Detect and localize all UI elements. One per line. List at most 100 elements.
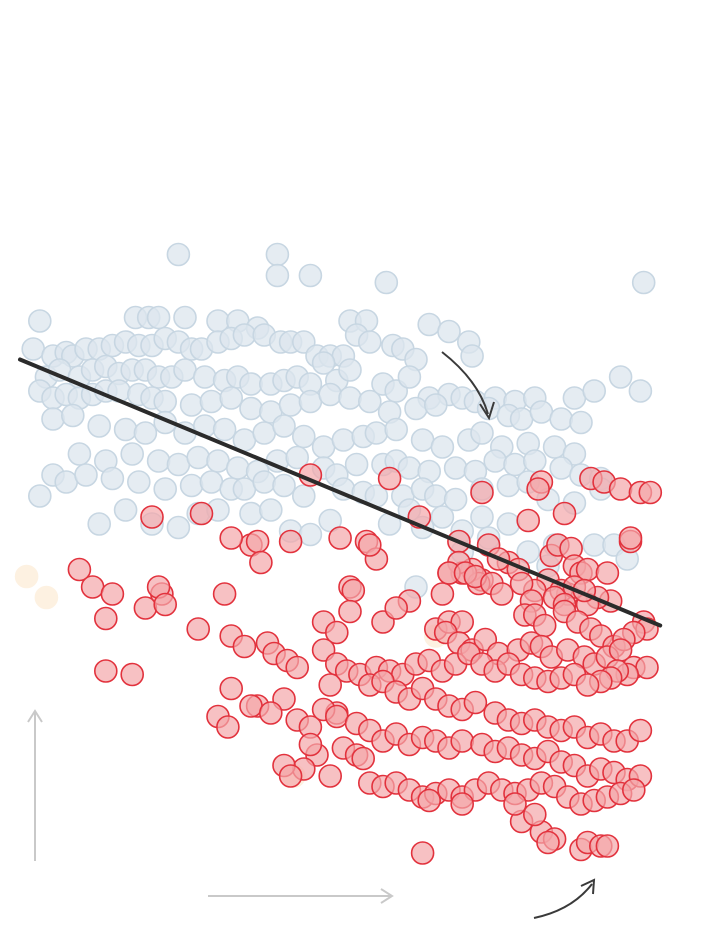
blue-point — [100, 466, 125, 491]
blue-point — [470, 421, 494, 445]
blue-point — [338, 358, 362, 382]
red-point — [328, 526, 352, 550]
blue-point — [278, 393, 303, 417]
blue-point — [608, 365, 633, 389]
blue-point — [443, 456, 468, 480]
blue-point — [410, 428, 435, 452]
red-point — [140, 505, 164, 529]
blue-point — [239, 501, 263, 526]
blue-point — [146, 449, 171, 473]
blue-point — [549, 407, 574, 431]
blue-point — [549, 456, 574, 480]
blue-point — [496, 512, 521, 536]
blue-point — [430, 435, 455, 459]
blue-point — [212, 417, 237, 442]
blue-point — [206, 449, 230, 473]
blue-point — [357, 389, 382, 414]
red-point — [94, 659, 118, 683]
blue-point — [173, 358, 197, 382]
red-point — [509, 571, 534, 596]
red-point — [470, 480, 494, 505]
blue-point — [397, 365, 422, 389]
x-axis-arrowhead — [380, 888, 394, 904]
blue-point — [265, 263, 290, 288]
red-point — [258, 701, 283, 725]
blue-point — [384, 417, 409, 442]
red-point — [186, 617, 210, 641]
red-point — [338, 599, 362, 624]
blue-point — [252, 421, 277, 445]
blue-point — [291, 424, 316, 449]
blue-point — [166, 515, 191, 540]
blue-point — [179, 393, 204, 417]
red-point — [575, 673, 600, 697]
red-point — [621, 778, 646, 802]
red-point — [133, 596, 158, 620]
blue-point — [239, 372, 263, 396]
blue-point — [311, 351, 336, 375]
blue-point — [219, 386, 243, 410]
blue-point — [516, 540, 541, 564]
red-point — [377, 466, 402, 491]
red-point — [245, 529, 270, 554]
red-point — [417, 788, 442, 813]
red-point — [595, 834, 620, 858]
blue-point — [298, 522, 323, 547]
red-point — [216, 715, 240, 739]
blue-point — [272, 473, 296, 498]
blue-point — [173, 305, 197, 330]
red-point — [357, 533, 382, 557]
annotation-arrowhead-lower — [580, 878, 596, 895]
blue-point — [27, 309, 52, 333]
blue-point — [67, 442, 92, 466]
red-point — [278, 764, 303, 788]
cream-point — [14, 564, 39, 589]
blue-point — [166, 242, 191, 267]
blue-point — [41, 407, 65, 431]
blue-point — [153, 477, 177, 501]
red-point — [489, 582, 514, 606]
blue-point — [529, 400, 554, 424]
blue-point — [483, 449, 508, 473]
blue-point — [113, 417, 138, 442]
blue-point — [232, 477, 257, 501]
blue-point — [344, 452, 369, 477]
blue-point — [496, 473, 521, 498]
y-axis-arrowhead — [27, 709, 43, 723]
red-point — [318, 764, 343, 788]
blue-point — [437, 319, 461, 344]
blue-point — [239, 396, 263, 421]
blue-point — [318, 508, 343, 533]
red-point — [430, 582, 455, 606]
blue-point — [562, 386, 587, 410]
blue-point — [522, 449, 547, 473]
blue-point — [199, 470, 224, 494]
blue-point — [430, 505, 455, 529]
annotation-arrowhead-upper — [479, 401, 495, 421]
blue-point — [272, 414, 296, 438]
red-point — [450, 729, 475, 753]
blue-point — [631, 270, 656, 295]
red-point — [232, 634, 257, 659]
blue-point — [582, 379, 607, 403]
blue-point — [166, 452, 191, 477]
trend-line — [18, 357, 663, 628]
blue-point — [21, 337, 46, 361]
blue-point — [582, 533, 607, 557]
red-point — [503, 792, 527, 816]
red-point — [516, 508, 541, 533]
red-point — [450, 792, 475, 816]
red-point — [278, 529, 303, 554]
blue-point — [186, 445, 210, 470]
blue-point — [146, 305, 171, 330]
red-point — [67, 557, 92, 582]
blue-point — [226, 456, 250, 480]
red-point — [298, 732, 323, 757]
blue-point — [127, 470, 151, 494]
red-point — [212, 582, 237, 606]
cream-point — [34, 585, 59, 610]
red-point — [249, 550, 273, 575]
blue-point — [87, 512, 111, 536]
blue-point — [509, 407, 534, 431]
